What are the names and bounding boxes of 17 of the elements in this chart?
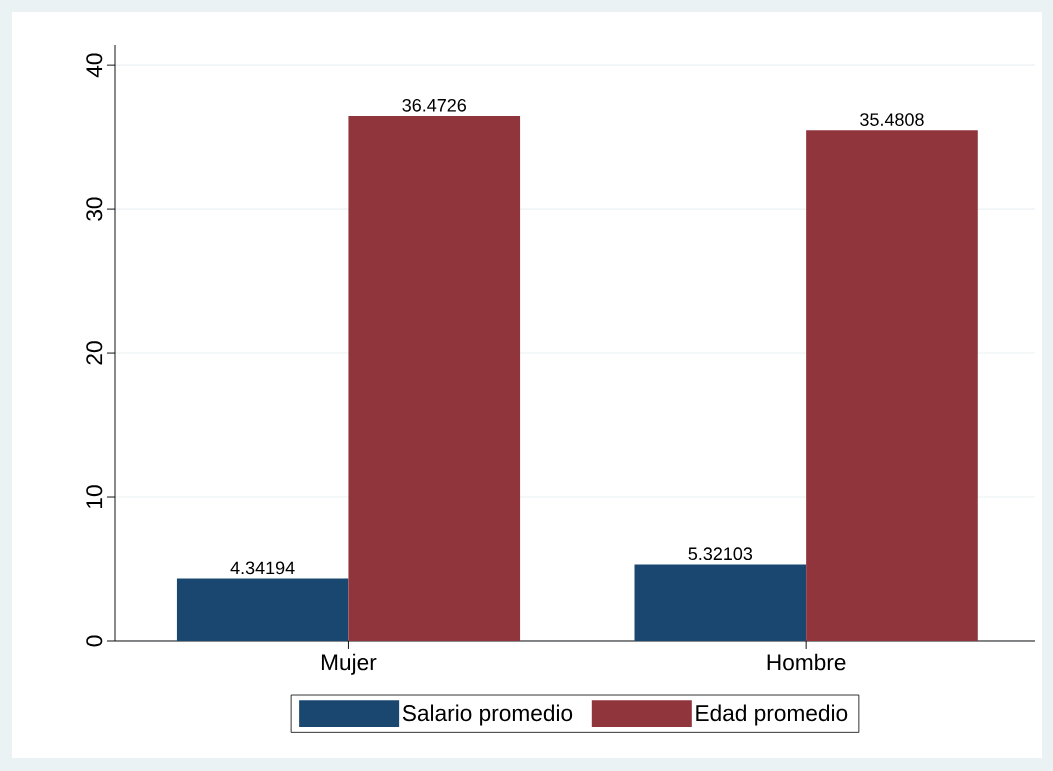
data-label: 36.4726 [402,98,466,112]
bar [348,115,521,641]
legend-label: Edad promedio [696,704,848,726]
data-label: 35.4808 [860,113,924,126]
y-tick-label: 40 [86,53,103,78]
bar [634,564,807,641]
bar [806,130,978,641]
legend-label: Salario promedio [402,704,573,726]
x-tick-label: Mujer [321,653,377,675]
y-tick-label: 30 [86,197,103,221]
y-tick-label: 10 [86,485,103,508]
data-label: 4.34194 [230,561,295,575]
y-tick-label: 20 [86,341,103,365]
y-tick-label: 0 [86,635,103,647]
data-label: 5.32103 [688,547,753,561]
x-tick-label: Hombre [767,653,846,671]
bar [176,578,349,641]
